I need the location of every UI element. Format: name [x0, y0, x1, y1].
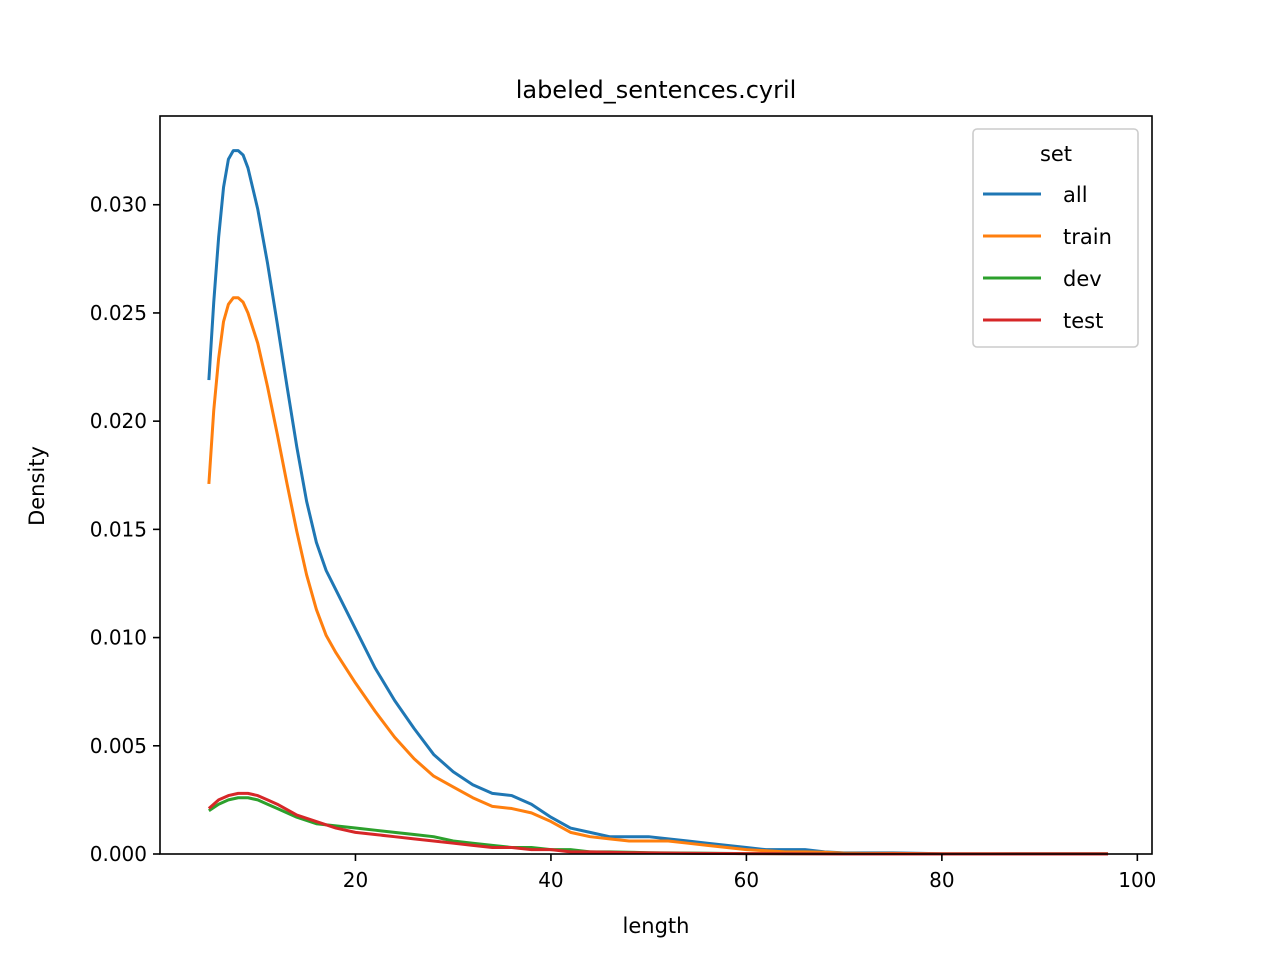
y-tick-label: 0.000 [90, 842, 147, 866]
legend-box [972, 128, 1139, 348]
legend-label-train: train [1063, 225, 1112, 249]
x-tick-label: 80 [929, 868, 954, 892]
legend: set all train dev test [972, 128, 1139, 348]
plot-frame [159, 115, 1153, 855]
y-tick-label: 0.030 [90, 193, 147, 217]
x-tick-label: 40 [538, 868, 563, 892]
legend-title: set [1040, 142, 1072, 166]
x-tick-label: 60 [734, 868, 759, 892]
legend-label-all: all [1063, 183, 1088, 207]
series-layer [207, 149, 1109, 856]
y-tick-label: 0.005 [90, 734, 147, 758]
x-axis-label: length [623, 914, 690, 938]
x-tick-label: 20 [343, 868, 368, 892]
legend-label-test: test [1063, 309, 1103, 333]
legend-entries: all train dev test [983, 183, 1112, 333]
x-tick-label: 100 [1118, 868, 1156, 892]
legend-label-dev: dev [1063, 267, 1102, 291]
y-tick-label: 0.020 [90, 409, 147, 433]
y-tick-label: 0.010 [90, 626, 147, 650]
y-axis-ticks: 0.000 0.005 0.010 0.015 0.020 0.025 0.030 [90, 193, 160, 866]
chart-title: labeled_sentences.cyril [516, 76, 797, 104]
y-tick-label: 0.015 [90, 517, 147, 541]
x-axis-ticks: 20 40 60 80 100 [343, 854, 1156, 892]
y-axis-label: Density [25, 446, 49, 526]
y-tick-label: 0.025 [90, 301, 147, 325]
